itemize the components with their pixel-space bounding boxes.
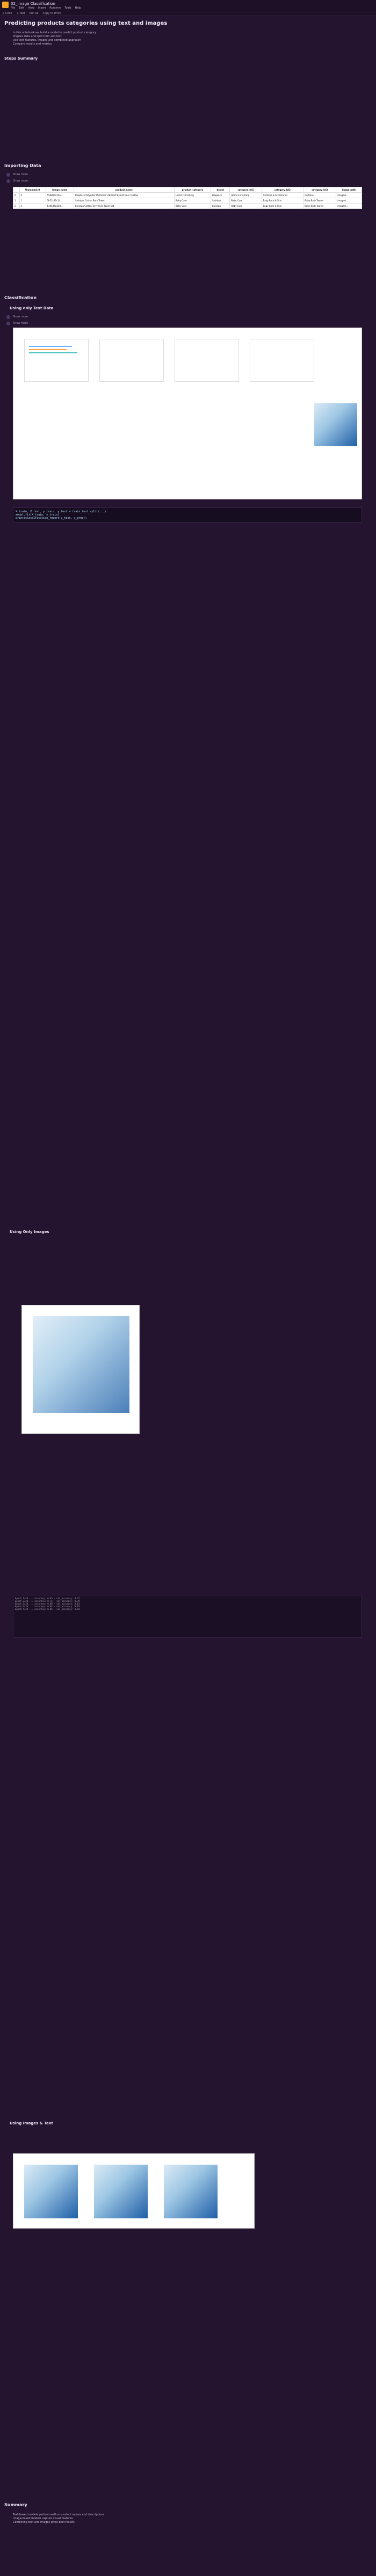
section-title-classification: Classification xyxy=(4,295,37,300)
cell-row: Show more xyxy=(6,178,372,184)
table-header: brand xyxy=(210,187,230,193)
plot-text-model-results xyxy=(13,328,362,499)
subplot xyxy=(250,339,314,382)
menu-edit[interactable]: Edit xyxy=(19,6,25,10)
section-title-summary: Summary xyxy=(4,2502,27,2507)
image-feature-map xyxy=(33,1316,129,1413)
show-more-link[interactable]: Show more xyxy=(13,179,28,183)
summary-line: In this notebook we build a model to pre… xyxy=(13,31,97,34)
plot-combined-results xyxy=(13,2153,255,2229)
section-title-steps: Steps Summary xyxy=(4,56,38,61)
table-header: category_lvl1 xyxy=(229,187,262,193)
table-header: category_lvl2 xyxy=(261,187,304,193)
menu-file[interactable]: File xyxy=(11,6,16,10)
cell-row: Show more xyxy=(6,314,372,320)
subplot xyxy=(99,339,164,382)
table-header: category_lvl3 xyxy=(303,187,337,193)
confusion-matrix xyxy=(314,403,357,446)
add-text-button[interactable]: + Text xyxy=(16,12,25,15)
table-row: 0 0 55b85ea15a... Elegance Polyester Mul… xyxy=(13,192,362,198)
run-button[interactable] xyxy=(6,315,10,319)
notebook-title[interactable]: 02_Image Classification xyxy=(11,2,55,6)
menu-tools[interactable]: Tools xyxy=(64,6,71,10)
menu-view[interactable]: View xyxy=(28,6,34,10)
plot-image-grid xyxy=(21,1305,140,1434)
section-title-images: Using Only Images xyxy=(10,1230,49,1234)
run-all-button[interactable]: Run all xyxy=(29,12,39,15)
run-button[interactable] xyxy=(6,172,10,177)
heatmap xyxy=(164,2165,218,2218)
show-more-link[interactable]: Show more xyxy=(13,173,28,176)
cell-row: Show more xyxy=(6,321,372,326)
summary-line: Prepare data and split train and test xyxy=(13,35,62,38)
data-table: Unnamed: 0 image_name product_name produ… xyxy=(13,187,362,209)
heatmap xyxy=(24,2165,78,2218)
show-more-link[interactable]: Show more xyxy=(13,322,28,325)
cell-row: Show more xyxy=(6,172,372,177)
section-title-main: Predicting products categories using tex… xyxy=(4,20,168,26)
summary-line: Use text features, images and combined a… xyxy=(13,39,81,42)
menu-bar: File Edit View Insert Runtime Tools Help xyxy=(11,6,81,10)
subplot xyxy=(175,339,239,382)
menu-help[interactable]: Help xyxy=(75,6,81,10)
heatmap xyxy=(94,2165,148,2218)
toolbar: + Code + Text Run all Copy to Drive xyxy=(2,12,61,15)
table-header: product_name xyxy=(73,187,175,193)
run-button[interactable] xyxy=(6,321,10,325)
section-title-images-text: Using Images & Text xyxy=(10,2121,53,2125)
table-header xyxy=(13,187,20,193)
table-header: product_category xyxy=(173,187,211,193)
notebook-content: Predicting products categories using tex… xyxy=(0,16,376,2576)
add-code-button[interactable]: + Code xyxy=(2,12,12,15)
summary-line: Text-based models perform well on produc… xyxy=(13,2513,104,2516)
section-title-text: Using only Text Data xyxy=(10,306,54,310)
summary-line: Image-based models capture visual featur… xyxy=(13,2517,73,2520)
run-button[interactable] xyxy=(6,179,10,183)
subplot xyxy=(24,339,89,382)
bar xyxy=(29,352,77,353)
top-bar: 02_Image Classification File Edit View I… xyxy=(0,0,376,16)
table-header: image_path xyxy=(336,187,362,193)
summary-line: Compare results and metrics xyxy=(13,42,52,46)
code-cell: X_train, X_test, y_train, y_test = train… xyxy=(13,507,362,523)
training-log: Epoch 1/20 ... accuracy: 0.65 - val_accu… xyxy=(13,1595,362,1638)
bar xyxy=(29,349,67,350)
final-summary: Text-based models perform well on produc… xyxy=(13,2513,104,2524)
copy-to-drive-button[interactable]: Copy to Drive xyxy=(42,12,61,15)
menu-insert[interactable]: Insert xyxy=(38,6,46,10)
section-title-import: Importing Data xyxy=(4,163,41,168)
table-header: image_name xyxy=(45,187,74,193)
table-row: 2 2 64d5d4a258... Eurospa Cotton Terry F… xyxy=(13,203,362,209)
summary-line: Combining text and images gives best res… xyxy=(13,2521,75,2524)
bar xyxy=(29,346,72,347)
show-more-link[interactable]: Show more xyxy=(13,315,28,318)
table-row: 1 1 7b72c92c2f... Sathiyas Cotton Bath T… xyxy=(13,198,362,204)
menu-runtime[interactable]: Runtime xyxy=(49,6,61,10)
table-header: Unnamed: 0 xyxy=(19,187,46,193)
summary-text: In this notebook we build a model to pre… xyxy=(13,31,96,46)
colab-logo-icon xyxy=(2,2,9,8)
